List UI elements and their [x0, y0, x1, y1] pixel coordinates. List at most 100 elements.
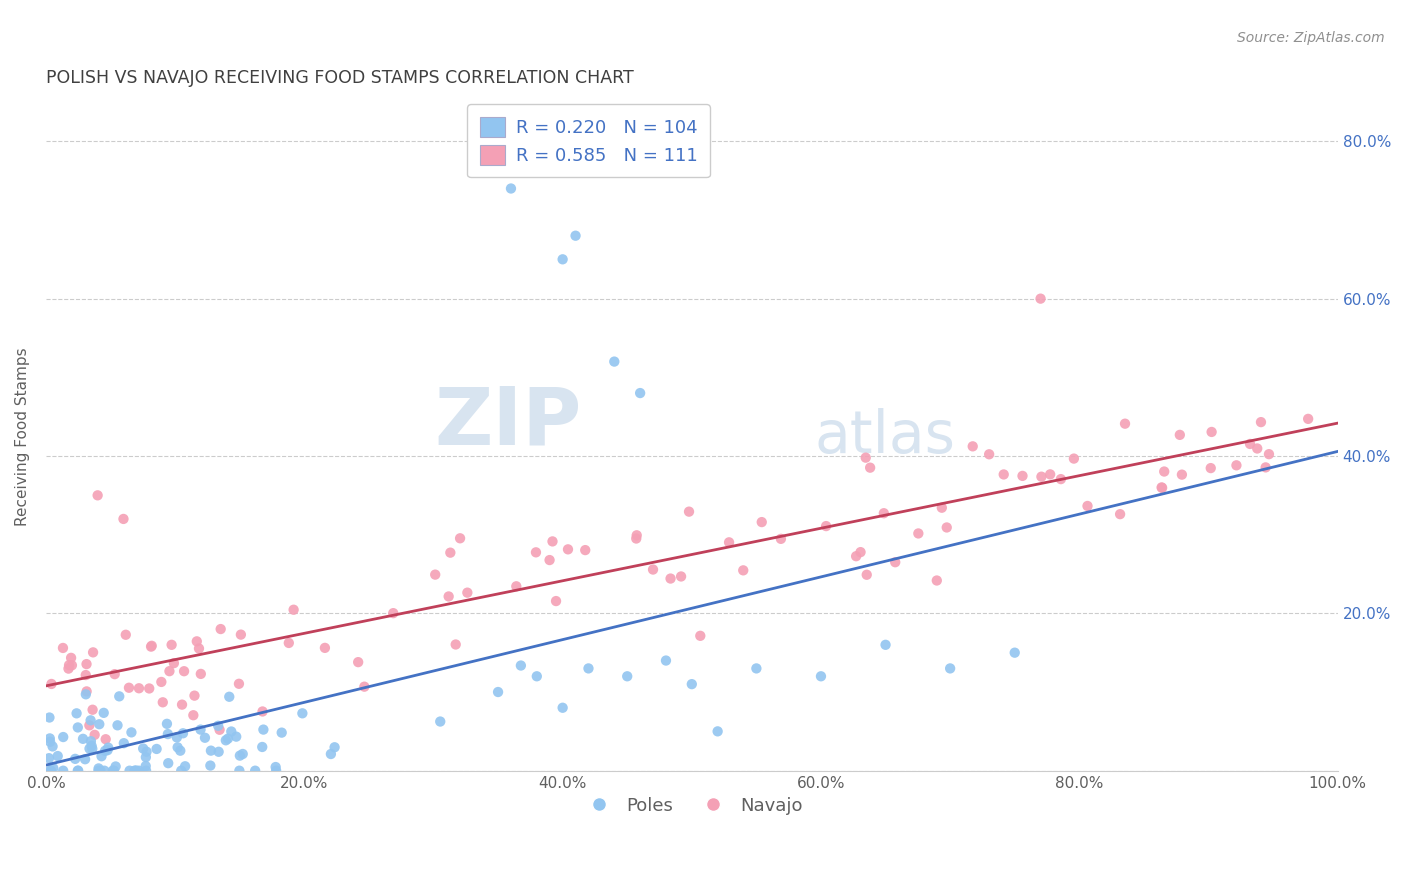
Point — [163, 656, 186, 670]
Point — [145, 742, 167, 756]
Point — [217, 731, 239, 746]
Point — [616, 669, 638, 683]
Point — [243, 764, 266, 778]
Point — [1114, 417, 1136, 431]
Point — [135, 750, 157, 764]
Point — [229, 748, 252, 763]
Point — [66, 764, 89, 778]
Point — [733, 563, 755, 577]
Point — [1258, 447, 1281, 461]
Point — [1011, 469, 1033, 483]
Point — [425, 567, 447, 582]
Point — [108, 690, 131, 704]
Point — [138, 681, 160, 696]
Legend: Poles, Navajo: Poles, Navajo — [574, 789, 810, 822]
Point — [60, 658, 83, 673]
Point — [221, 724, 243, 739]
Point — [89, 764, 111, 778]
Point — [1239, 437, 1261, 451]
Point — [82, 645, 104, 659]
Point — [319, 747, 342, 761]
Point — [58, 658, 80, 673]
Point — [38, 710, 60, 724]
Point — [229, 627, 252, 641]
Point — [87, 764, 110, 778]
Point — [89, 717, 111, 731]
Point — [38, 731, 60, 746]
Point — [183, 689, 205, 703]
Point — [252, 705, 274, 719]
Point — [1152, 481, 1174, 495]
Point — [208, 745, 231, 759]
Point — [603, 354, 626, 368]
Point — [1199, 461, 1222, 475]
Point — [87, 761, 110, 775]
Point — [626, 532, 648, 546]
Point — [66, 721, 89, 735]
Point — [103, 764, 125, 778]
Point — [524, 545, 547, 559]
Point — [97, 743, 120, 757]
Point — [382, 606, 405, 620]
Point — [46, 749, 69, 764]
Point — [855, 450, 877, 465]
Point — [628, 386, 651, 401]
Point — [551, 252, 574, 267]
Point — [564, 228, 586, 243]
Point — [200, 758, 222, 772]
Point — [353, 680, 375, 694]
Point — [935, 520, 957, 534]
Point — [538, 553, 561, 567]
Point — [93, 764, 115, 778]
Point — [444, 638, 467, 652]
Point — [218, 690, 240, 704]
Point — [166, 731, 188, 745]
Point — [114, 628, 136, 642]
Point — [884, 555, 907, 569]
Point — [993, 467, 1015, 482]
Point — [225, 730, 247, 744]
Point — [112, 736, 135, 750]
Point — [264, 764, 287, 778]
Point — [79, 714, 101, 728]
Point — [228, 764, 250, 778]
Point — [526, 669, 548, 683]
Point — [655, 654, 678, 668]
Point — [574, 543, 596, 558]
Point — [745, 661, 768, 675]
Point — [845, 549, 868, 564]
Point — [141, 639, 163, 653]
Point — [104, 759, 127, 773]
Point — [60, 651, 83, 665]
Point — [194, 731, 217, 745]
Text: Source: ZipAtlas.com: Source: ZipAtlas.com — [1237, 31, 1385, 45]
Point — [75, 668, 97, 682]
Point — [689, 629, 711, 643]
Point — [347, 655, 370, 669]
Point — [94, 744, 117, 758]
Point — [190, 667, 212, 681]
Point — [751, 515, 773, 529]
Point — [1171, 467, 1194, 482]
Point — [283, 603, 305, 617]
Point — [314, 640, 336, 655]
Point — [174, 759, 197, 773]
Point — [38, 764, 60, 778]
Point — [429, 714, 451, 729]
Point — [93, 706, 115, 720]
Point — [132, 741, 155, 756]
Point — [659, 572, 682, 586]
Point — [39, 764, 62, 778]
Point — [706, 724, 728, 739]
Point — [486, 685, 509, 699]
Point — [160, 638, 183, 652]
Point — [208, 723, 231, 737]
Point — [939, 661, 962, 675]
Point — [1039, 467, 1062, 482]
Point — [76, 684, 98, 698]
Point — [439, 546, 461, 560]
Point — [76, 657, 98, 672]
Point — [678, 505, 700, 519]
Point — [509, 658, 531, 673]
Point — [41, 739, 63, 754]
